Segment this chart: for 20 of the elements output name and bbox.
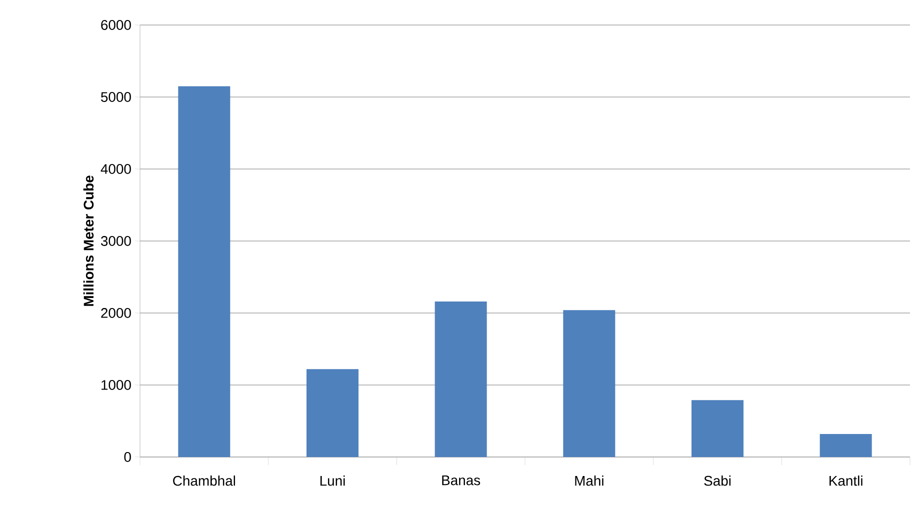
y-tick-label: 6000 [101, 20, 131, 30]
bar [178, 86, 230, 457]
bar [820, 434, 872, 457]
y-tick-label: 0 [124, 452, 131, 462]
x-tick-label: Mahi [575, 476, 604, 486]
y-axis-title: Millions Meter Cube [83, 176, 94, 306]
x-tick-label: Luni [320, 476, 345, 486]
x-tick-label: Sabi [704, 476, 731, 486]
x-tick-label: Banas [442, 476, 480, 486]
bar [563, 310, 616, 457]
bar [434, 301, 487, 457]
y-tick-label: 3000 [100, 236, 131, 246]
bar [692, 400, 744, 457]
y-tick-label: 5000 [101, 92, 131, 102]
y-tick-label: 2000 [101, 308, 131, 318]
y-tick-label: 4000 [100, 164, 131, 174]
bar [306, 369, 358, 457]
x-tick-label: Kantli [830, 476, 862, 486]
y-tick-label: 1000 [102, 380, 131, 390]
x-tick-label: Chambhal [173, 476, 236, 486]
